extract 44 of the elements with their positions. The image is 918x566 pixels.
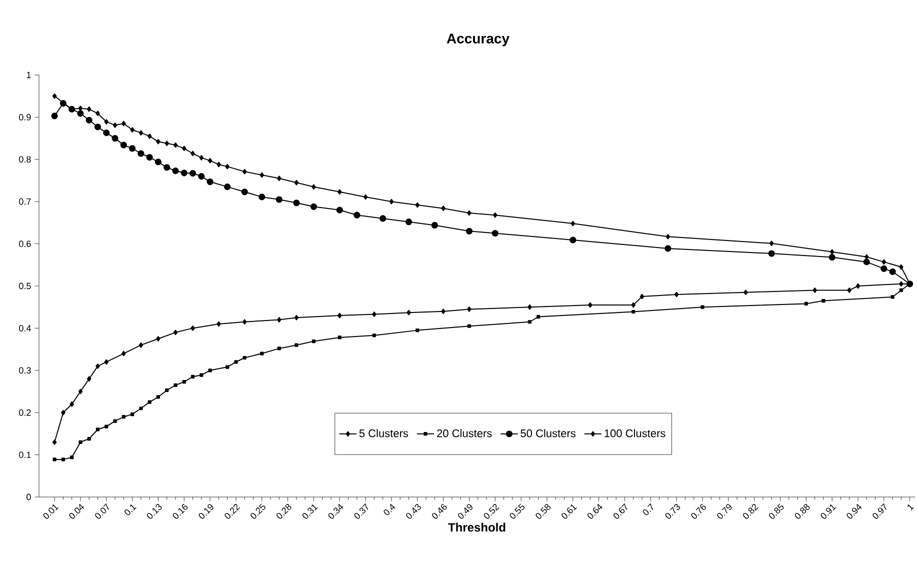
x-tick-label: 0.43 xyxy=(406,504,421,519)
y-tick-label: 0.2 xyxy=(19,409,31,416)
x-tick-label: 0.61 xyxy=(562,504,578,519)
y-tick-label: 0.3 xyxy=(19,367,31,374)
x-tick-label: 0.1 xyxy=(124,504,136,516)
legend-label: 5 Clusters xyxy=(359,429,408,438)
legend-label: 50 Clusters xyxy=(520,429,576,438)
x-tick-label: 0.46 xyxy=(432,504,447,519)
y-tick-label: 0.1 xyxy=(19,452,31,458)
y-tick-label: 0.9 xyxy=(19,114,31,120)
legend-label: 20 Clusters xyxy=(437,429,492,438)
y-tick-label: 1 xyxy=(26,72,31,78)
x-axis-title: Threshold xyxy=(448,522,506,532)
x-tick-label: 0.22 xyxy=(224,504,240,519)
y-tick-label: 0.8 xyxy=(19,156,31,163)
y-tick-label: 0 xyxy=(26,494,31,500)
x-tick-label: 0.91 xyxy=(820,504,836,519)
x-tick-label: 0.73 xyxy=(665,504,680,519)
x-tick-label: 0.58 xyxy=(536,504,550,519)
x-tick-label: 0.79 xyxy=(717,504,732,519)
x-tick-label: 0.31 xyxy=(302,504,318,519)
y-tick-label: 0.6 xyxy=(19,240,31,247)
y-tick-label: 0.7 xyxy=(19,198,31,205)
y-tick-label: 0.5 xyxy=(19,282,31,290)
x-tick-label: 0.64 xyxy=(588,504,602,519)
x-tick-label: 0.88 xyxy=(794,504,810,519)
x-tick-label: 0.04 xyxy=(69,504,84,519)
x-tick-label: 0.4 xyxy=(384,504,396,516)
x-tick-label: 0.19 xyxy=(198,504,214,519)
chart-title: Accuracy xyxy=(446,34,510,46)
x-tick-label: 0.01 xyxy=(43,504,59,519)
x-tick-label: 0.13 xyxy=(146,504,162,519)
x-tick-label: 0.49 xyxy=(458,504,472,519)
x-tick-label: 0.34 xyxy=(328,504,344,519)
y-tick-label: 0.4 xyxy=(19,325,31,332)
x-tick-label: 0.52 xyxy=(484,504,500,519)
x-tick-label: 0.82 xyxy=(743,504,758,519)
x-tick-label: 0.16 xyxy=(172,504,188,519)
x-tick-label: 0.94 xyxy=(846,504,862,519)
x-tick-label: 1 xyxy=(908,504,914,510)
x-tick-label: 0.28 xyxy=(276,504,292,519)
x-tick-label: 0.76 xyxy=(691,504,706,519)
legend-label: 100 Clusters xyxy=(604,429,666,438)
x-tick-label: 0.7 xyxy=(642,503,654,516)
